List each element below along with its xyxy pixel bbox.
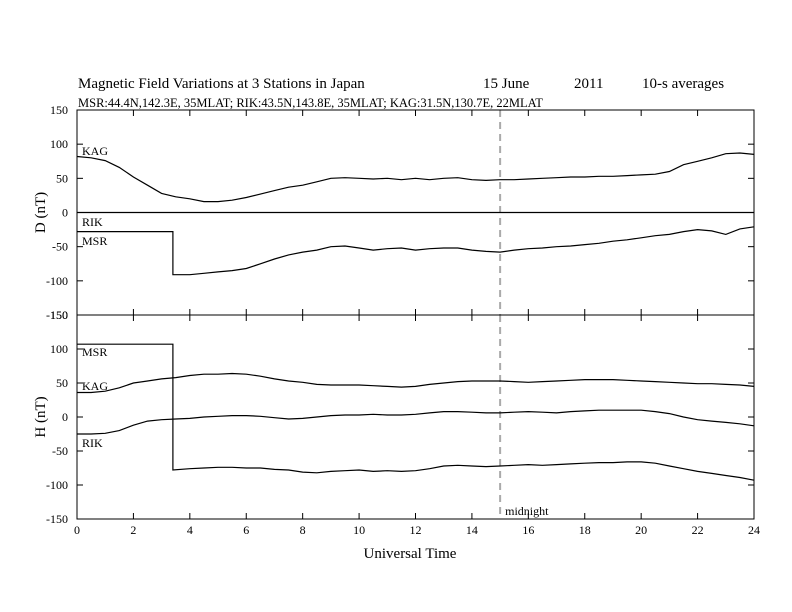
chart-date: 15 June: [483, 76, 530, 92]
y-tick-label: -50: [52, 240, 68, 254]
series-label-msr: MSR: [82, 345, 107, 359]
chart-subtitle: MSR:44.4N,142.3E, 35MLAT; RIK:43.5N,143.…: [78, 96, 543, 110]
h-x-ticks: 0 2 4 6 8 10 12 14 16 18 20 22 24: [74, 315, 760, 537]
x-tick-label: 2: [130, 523, 136, 537]
x-tick-label: 20: [635, 523, 647, 537]
series-line-kag: [77, 372, 755, 394]
d-y-axis-label: D (nT): [33, 192, 49, 233]
d-series-labels: KAG RIK MSR: [82, 144, 108, 248]
y-tick-label: 100: [50, 342, 68, 356]
h-y-axis-label: H (nT): [33, 396, 49, 437]
chart-year: 2011: [574, 76, 603, 92]
series-line-msr: [77, 343, 755, 481]
d-x-ticks: [76, 110, 755, 315]
d-panel: KAG RIK MSR -150 -100 -50 0 50 100 150 D (nT): [33, 103, 755, 322]
series-label-kag: KAG: [82, 144, 108, 158]
series-label-kag: KAG: [82, 379, 108, 393]
x-tick-label: 0: [74, 523, 80, 537]
series-line-msr: [77, 226, 755, 276]
y-tick-label: -150: [46, 308, 68, 322]
h-series-lines: [77, 343, 755, 481]
series-label-rik: RIK: [82, 436, 103, 450]
y-tick-label: -150: [46, 512, 68, 526]
h-plot-frame: [76, 314, 755, 520]
x-tick-label: 14: [466, 523, 478, 537]
x-tick-label: 18: [579, 523, 591, 537]
x-tick-label: 24: [748, 523, 760, 537]
y-tick-label: 100: [50, 137, 68, 151]
d-y-ticks: -150 -100 -50 0 50 100 150: [46, 103, 754, 322]
h-y-ticks: -150 -100 -50 0 50 100 150: [46, 308, 754, 526]
y-tick-label: 0: [62, 410, 68, 424]
y-tick-label: -100: [46, 478, 68, 492]
chart-averaging: 10-s averages: [642, 76, 724, 92]
chart-title: Magnetic Field Variations at 3 Stations …: [78, 76, 365, 92]
x-tick-label: 22: [692, 523, 704, 537]
y-tick-label: 50: [56, 171, 68, 185]
x-tick-label: 10: [353, 523, 365, 537]
y-tick-label: -50: [52, 444, 68, 458]
y-tick-label: 50: [56, 376, 68, 390]
y-tick-label: 0: [62, 206, 68, 220]
x-tick-label: 4: [187, 523, 193, 537]
x-tick-label: 8: [300, 523, 306, 537]
series-label-rik: RIK: [82, 215, 103, 229]
y-tick-label: -100: [46, 274, 68, 288]
series-line-kag: [76, 152, 755, 203]
h-series-labels: MSR KAG RIK: [82, 345, 108, 450]
x-axis-label: Universal Time: [364, 546, 457, 562]
d-series-lines: [76, 152, 755, 276]
x-tick-label: 12: [410, 523, 422, 537]
series-label-msr: MSR: [82, 234, 107, 248]
series-line-rik: [77, 409, 755, 435]
y-tick-label: 150: [50, 308, 68, 322]
midnight-label: midnight: [505, 504, 549, 518]
x-tick-label: 16: [522, 523, 534, 537]
x-tick-label: 6: [243, 523, 249, 537]
y-tick-label: 150: [50, 103, 68, 117]
